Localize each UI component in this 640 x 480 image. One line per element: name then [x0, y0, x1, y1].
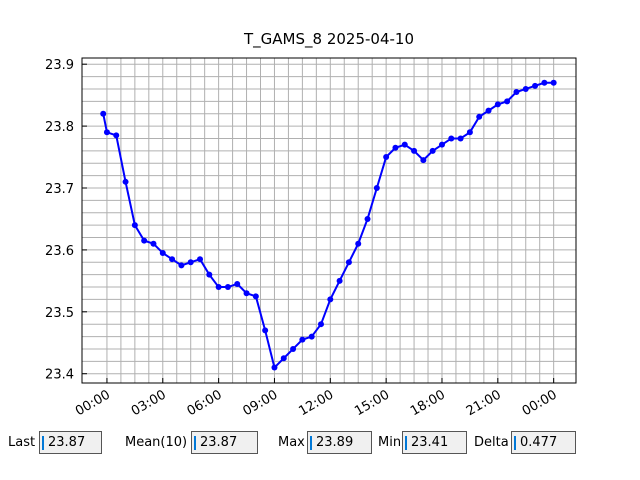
stat-value[interactable]: 0.477: [511, 431, 576, 454]
data-point: [522, 85, 529, 92]
data-point: [178, 262, 185, 269]
data-point: [234, 280, 241, 287]
data-point: [299, 336, 306, 343]
stat-label: Delta: [474, 435, 509, 450]
data-point: [197, 256, 204, 263]
x-tick-label: 15:00: [352, 387, 392, 419]
data-point: [476, 113, 483, 120]
data-point: [345, 259, 352, 266]
data-point: [513, 89, 520, 96]
data-point: [169, 256, 176, 263]
data-point: [448, 135, 455, 142]
stat-label: Last: [8, 435, 36, 450]
data-point: [122, 178, 129, 185]
x-tick-label: 06:00: [185, 387, 225, 419]
data-point: [262, 327, 269, 334]
data-point: [392, 144, 399, 151]
data-point: [113, 132, 120, 139]
data-point: [429, 147, 436, 154]
data-point: [336, 277, 343, 284]
stat-label: Max: [278, 435, 305, 450]
data-point: [420, 157, 427, 164]
stat-value[interactable]: 23.87: [191, 431, 258, 454]
data-point: [308, 333, 315, 340]
y-tick-label: 23.8: [45, 120, 74, 135]
x-tick-label: 12:00: [296, 387, 336, 419]
data-point: [224, 284, 231, 291]
stat-label: Min: [378, 435, 402, 450]
data-point: [271, 364, 278, 371]
y-tick-label: 23.6: [45, 244, 74, 259]
data-point: [401, 141, 408, 148]
data-point: [215, 284, 222, 291]
y-tick-label: 23.5: [45, 306, 74, 321]
data-point: [411, 147, 418, 154]
y-tick-label: 23.9: [45, 58, 74, 73]
data-point: [457, 135, 464, 142]
data-point: [550, 79, 557, 86]
data-point: [532, 82, 539, 89]
stat-label: Mean(10): [125, 435, 188, 450]
x-tick-label: 18:00: [408, 387, 448, 419]
data-point: [280, 355, 287, 362]
y-tick-label: 23.4: [45, 368, 74, 383]
chart-title: T_GAMS_8 2025-04-10: [243, 30, 414, 49]
data-point: [466, 129, 473, 136]
data-point: [290, 345, 297, 352]
x-tick-label: 03:00: [129, 387, 169, 419]
data-point: [187, 259, 194, 266]
data-point: [327, 296, 334, 303]
data-point: [141, 237, 148, 244]
data-point: [100, 110, 107, 117]
data-point: [373, 185, 380, 191]
data-point: [485, 107, 492, 114]
x-tick-label: 21:00: [464, 387, 504, 419]
data-point: [504, 98, 511, 105]
data-point: [206, 271, 213, 278]
data-point: [159, 250, 166, 256]
data-point: [252, 293, 259, 300]
data-point: [131, 222, 138, 229]
stat-value[interactable]: 23.87: [39, 431, 102, 454]
data-point: [317, 321, 324, 328]
data-point: [494, 101, 501, 108]
data-point: [243, 290, 250, 297]
data-point: [541, 79, 548, 86]
stat-value[interactable]: 23.89: [307, 431, 372, 454]
data-point: [150, 240, 157, 247]
data-point: [383, 154, 390, 161]
x-tick-label: 00:00: [520, 387, 560, 419]
data-point: [438, 141, 445, 148]
x-tick-label: 00:00: [73, 387, 113, 419]
plot-frame: [81, 57, 577, 384]
data-point: [364, 215, 371, 222]
stat-value[interactable]: 23.41: [402, 431, 467, 454]
x-tick-label: 09:00: [241, 387, 281, 419]
chart: T_GAMS_8 2025-04-10 00:00 03:00 06:00 09:00…: [45, 30, 577, 419]
y-tick-label: 23.7: [45, 182, 74, 197]
data-point: [103, 129, 110, 136]
data-point: [355, 240, 362, 247]
